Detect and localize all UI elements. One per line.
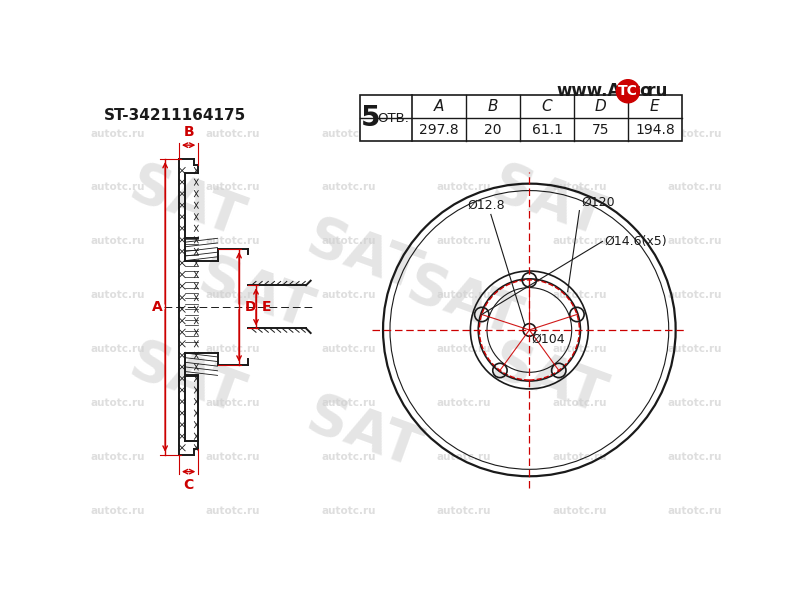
Text: autotc.ru: autotc.ru — [668, 290, 722, 300]
Text: autotc.ru: autotc.ru — [437, 236, 491, 247]
Text: autotc.ru: autotc.ru — [321, 182, 376, 193]
Text: 5: 5 — [361, 104, 381, 132]
Text: SAT: SAT — [300, 389, 428, 479]
Text: autotc.ru: autotc.ru — [668, 506, 722, 516]
Text: autotc.ru: autotc.ru — [437, 506, 491, 516]
Text: SAT: SAT — [400, 258, 528, 348]
Text: E: E — [262, 300, 272, 314]
Text: Ø14.6(x5): Ø14.6(x5) — [604, 235, 666, 248]
Bar — [360, 95, 682, 141]
Text: autotc.ru: autotc.ru — [206, 236, 260, 247]
Text: autotc.ru: autotc.ru — [668, 398, 722, 408]
Text: autotc.ru: autotc.ru — [668, 236, 722, 247]
Text: autotc.ru: autotc.ru — [552, 452, 606, 462]
Text: autotc.ru: autotc.ru — [668, 452, 722, 462]
Text: 75: 75 — [592, 123, 610, 137]
Text: autotc.ru: autotc.ru — [437, 128, 491, 139]
Text: SAT: SAT — [122, 158, 250, 248]
Text: autotc.ru: autotc.ru — [668, 344, 722, 354]
Text: autotc.ru: autotc.ru — [90, 290, 145, 300]
Text: E: E — [650, 99, 660, 114]
Text: SAT: SAT — [192, 250, 320, 341]
Text: autotc.ru: autotc.ru — [437, 452, 491, 462]
Text: TC: TC — [618, 84, 638, 98]
Text: autotc.ru: autotc.ru — [321, 236, 376, 247]
Text: autotc.ru: autotc.ru — [321, 290, 376, 300]
Text: autotc.ru: autotc.ru — [90, 128, 145, 139]
Text: autotc.ru: autotc.ru — [206, 182, 260, 193]
Text: C: C — [542, 99, 552, 114]
Text: autotc.ru: autotc.ru — [552, 182, 606, 193]
Text: B: B — [183, 125, 194, 139]
Text: SAT: SAT — [122, 335, 250, 425]
Text: autotc.ru: autotc.ru — [90, 182, 145, 193]
Text: autotc.ru: autotc.ru — [206, 290, 260, 300]
Text: autotc.ru: autotc.ru — [552, 344, 606, 354]
Text: SAT: SAT — [485, 158, 613, 248]
Text: autotc.ru: autotc.ru — [321, 128, 376, 139]
Text: autotc.ru: autotc.ru — [321, 452, 376, 462]
Text: 20: 20 — [485, 123, 502, 137]
Text: autotc.ru: autotc.ru — [437, 290, 491, 300]
Text: Ø120: Ø120 — [581, 195, 614, 208]
Text: autotc.ru: autotc.ru — [552, 128, 606, 139]
Text: Ø104: Ø104 — [532, 332, 566, 345]
Text: autotc.ru: autotc.ru — [437, 344, 491, 354]
Text: autotc.ru: autotc.ru — [90, 344, 145, 354]
Text: ОТВ.: ОТВ. — [377, 112, 409, 125]
Text: Ø12.8: Ø12.8 — [468, 199, 506, 212]
Text: autotc.ru: autotc.ru — [321, 344, 376, 354]
Text: autotc.ru: autotc.ru — [668, 128, 722, 139]
Text: autotc.ru: autotc.ru — [552, 236, 606, 247]
Text: B: B — [488, 99, 498, 114]
Text: autotc.ru: autotc.ru — [321, 398, 376, 408]
Bar — [360, 95, 682, 141]
Text: autotc.ru: autotc.ru — [437, 398, 491, 408]
Text: autotc.ru: autotc.ru — [206, 398, 260, 408]
Text: autotc.ru: autotc.ru — [206, 344, 260, 354]
Text: autotc.ru: autotc.ru — [206, 506, 260, 516]
Text: SAT: SAT — [485, 335, 613, 425]
Text: autotc.ru: autotc.ru — [552, 290, 606, 300]
Text: www.Auto: www.Auto — [556, 82, 652, 100]
Text: A: A — [434, 99, 445, 114]
Text: autotc.ru: autotc.ru — [437, 182, 491, 193]
Text: ST-34211164175: ST-34211164175 — [104, 109, 246, 124]
Text: autotc.ru: autotc.ru — [552, 506, 606, 516]
Text: .ru: .ru — [641, 82, 667, 100]
Text: autotc.ru: autotc.ru — [206, 128, 260, 139]
Text: autotc.ru: autotc.ru — [321, 506, 376, 516]
Text: autotc.ru: autotc.ru — [90, 506, 145, 516]
Text: D: D — [595, 99, 607, 114]
Text: autotc.ru: autotc.ru — [552, 398, 606, 408]
Circle shape — [616, 80, 639, 103]
Text: autotc.ru: autotc.ru — [90, 452, 145, 462]
Text: 61.1: 61.1 — [531, 123, 562, 137]
Text: autotc.ru: autotc.ru — [206, 452, 260, 462]
Text: C: C — [183, 478, 194, 492]
Text: autotc.ru: autotc.ru — [90, 398, 145, 408]
Text: 194.8: 194.8 — [635, 123, 674, 137]
Text: SAT: SAT — [300, 212, 428, 302]
Text: D: D — [246, 300, 257, 314]
Text: A: A — [152, 300, 163, 314]
Text: 297.8: 297.8 — [419, 123, 459, 137]
Text: autotc.ru: autotc.ru — [90, 236, 145, 247]
Text: autotc.ru: autotc.ru — [668, 182, 722, 193]
